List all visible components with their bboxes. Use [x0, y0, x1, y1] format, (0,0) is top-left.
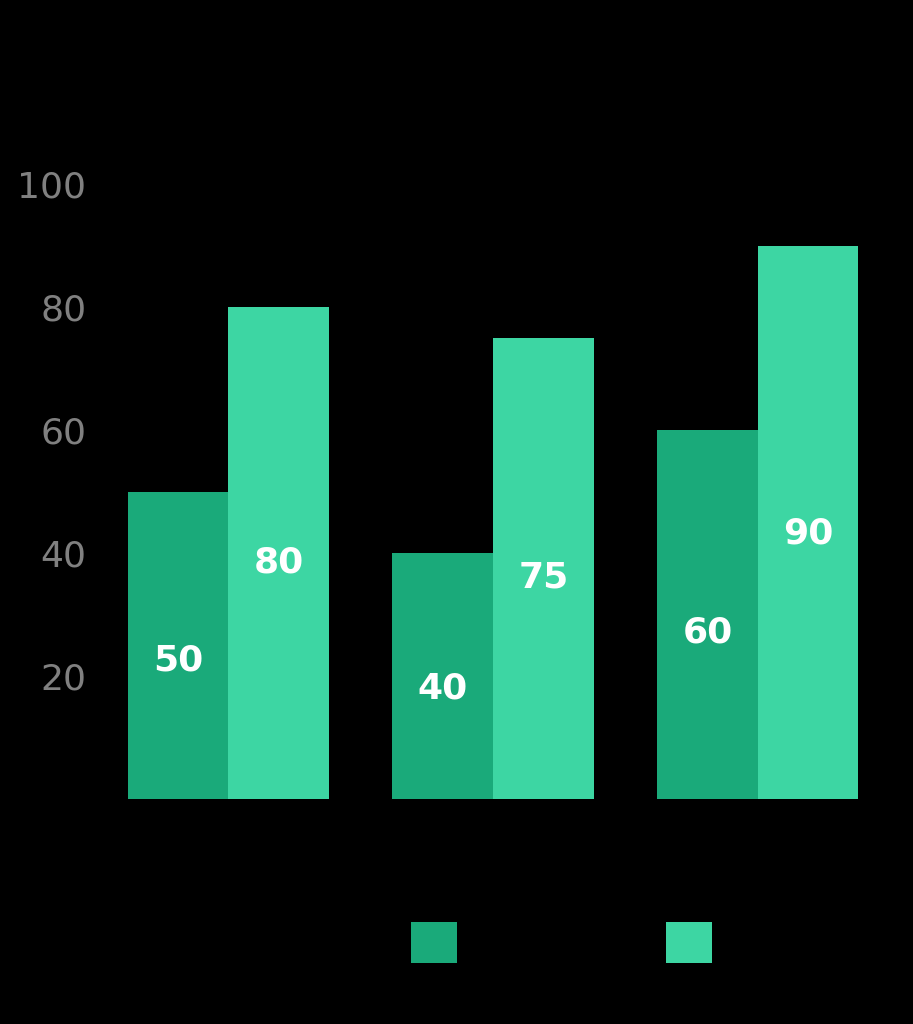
Text: 80: 80 — [254, 546, 304, 580]
Bar — [493, 338, 593, 799]
Bar — [393, 553, 493, 799]
Text: 75: 75 — [519, 560, 569, 595]
Text: 40: 40 — [417, 671, 467, 706]
Bar — [758, 246, 858, 799]
Bar — [128, 492, 228, 799]
Text: 90: 90 — [782, 516, 834, 550]
Text: 60: 60 — [682, 615, 732, 650]
Bar — [657, 430, 758, 799]
Bar — [228, 307, 329, 799]
Text: 50: 50 — [153, 643, 204, 678]
